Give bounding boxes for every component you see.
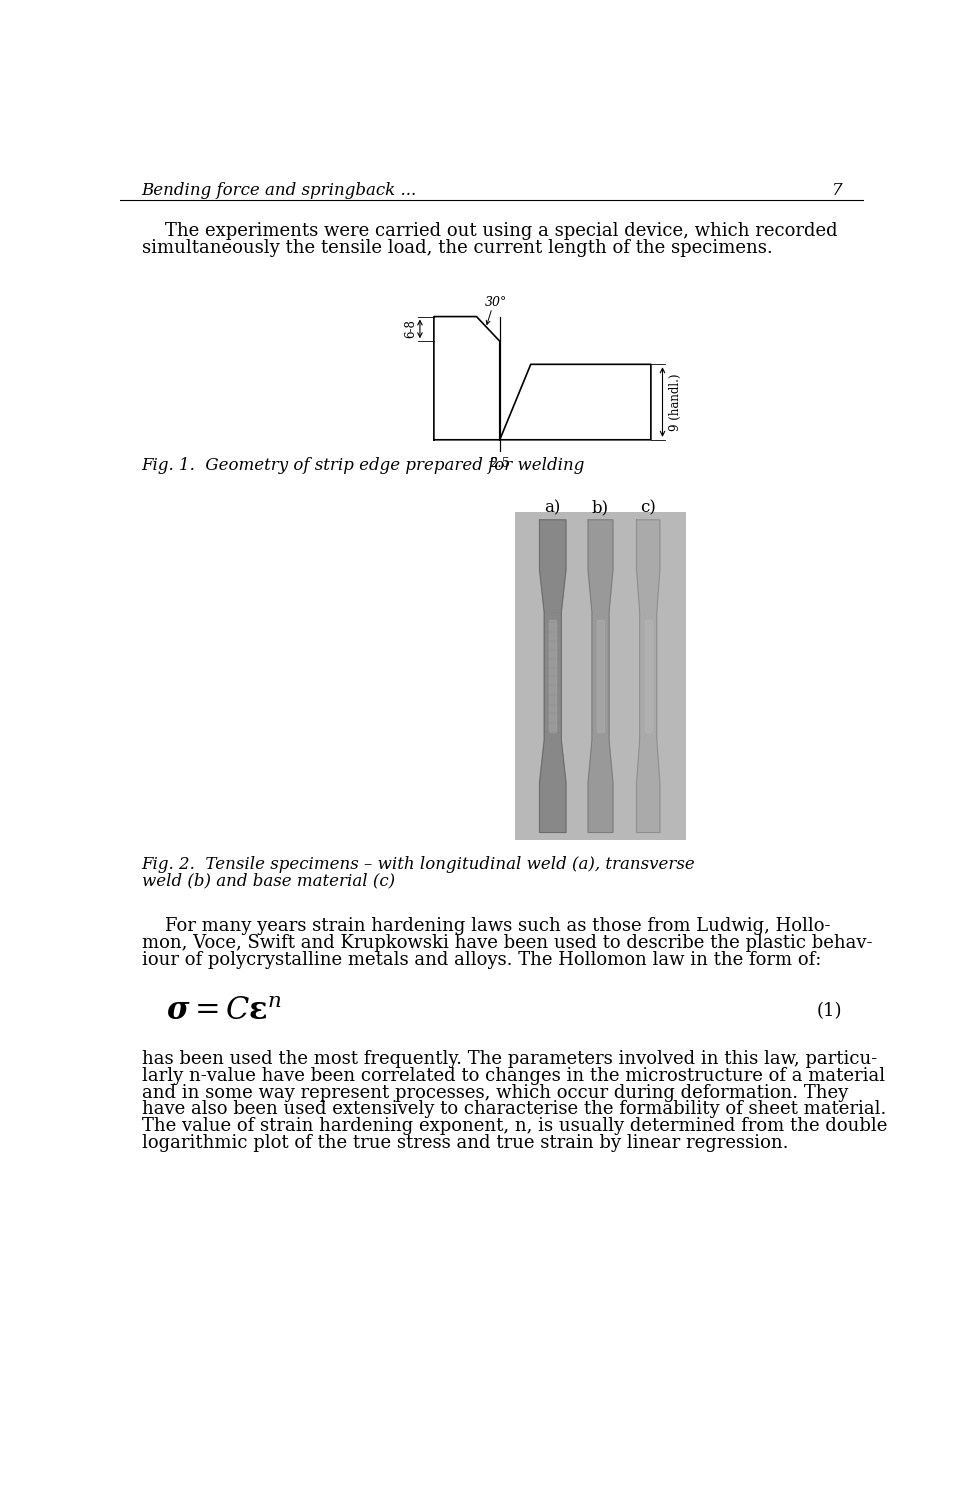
Text: Fig. 1.  Geometry of strip edge prepared for welding: Fig. 1. Geometry of strip edge prepared … [142,456,585,474]
Text: c): c) [640,500,657,516]
Text: iour of polycrystalline metals and alloys. The Hollomon law in the form of:: iour of polycrystalline metals and alloy… [142,951,821,969]
Text: For many years strain hardening laws such as those from Ludwig, Hollo-: For many years strain hardening laws suc… [142,917,830,935]
Polygon shape [549,619,556,733]
Polygon shape [636,521,660,832]
Text: 6-8: 6-8 [404,320,417,338]
Bar [516,512,685,841]
Polygon shape [540,521,566,832]
Text: a): a) [544,500,561,516]
Text: The experiments were carried out using a special device, which recorded: The experiments were carried out using a… [142,221,837,239]
Text: larly n-value have been correlated to changes in the microstructure of a materia: larly n-value have been correlated to ch… [142,1067,885,1085]
Polygon shape [645,619,652,733]
Text: 30°: 30° [485,296,507,310]
Text: b): b) [592,500,609,516]
Text: logarithmic plot of the true stress and true strain by linear regression.: logarithmic plot of the true stress and … [142,1134,788,1152]
Text: $\boldsymbol{\sigma} = C\boldsymbol{\varepsilon}^n$: $\boldsymbol{\sigma} = C\boldsymbol{\var… [166,996,282,1026]
Text: weld (b) and base material (c): weld (b) and base material (c) [142,872,395,890]
Text: mon, Voce, Swift and Krupkowski have been used to describe the plastic behav-: mon, Voce, Swift and Krupkowski have bee… [142,934,873,951]
Text: simultaneously the tensile load, the current length of the specimens.: simultaneously the tensile load, the cur… [142,239,773,257]
Text: 2.5: 2.5 [490,456,511,470]
Text: The value of strain hardening exponent, n, is usually determined from the double: The value of strain hardening exponent, … [142,1118,887,1135]
Text: Fig. 2.  Tensile specimens – with longitudinal weld (a), transverse: Fig. 2. Tensile specimens – with longitu… [142,856,695,872]
Text: Bending force and springback ...: Bending force and springback ... [142,183,417,199]
Text: has been used the most frequently. The parameters involved in this law, particu-: has been used the most frequently. The p… [142,1050,876,1068]
Polygon shape [597,619,604,733]
Text: and in some way represent processes, which occur during deformation. They: and in some way represent processes, whi… [142,1083,848,1101]
Text: have also been used extensively to characterise the formability of sheet materia: have also been used extensively to chara… [142,1101,886,1119]
Polygon shape [588,521,612,832]
Text: (1): (1) [817,1002,842,1020]
Text: 7: 7 [831,183,842,199]
Text: 9 (handl.): 9 (handl.) [669,374,682,431]
